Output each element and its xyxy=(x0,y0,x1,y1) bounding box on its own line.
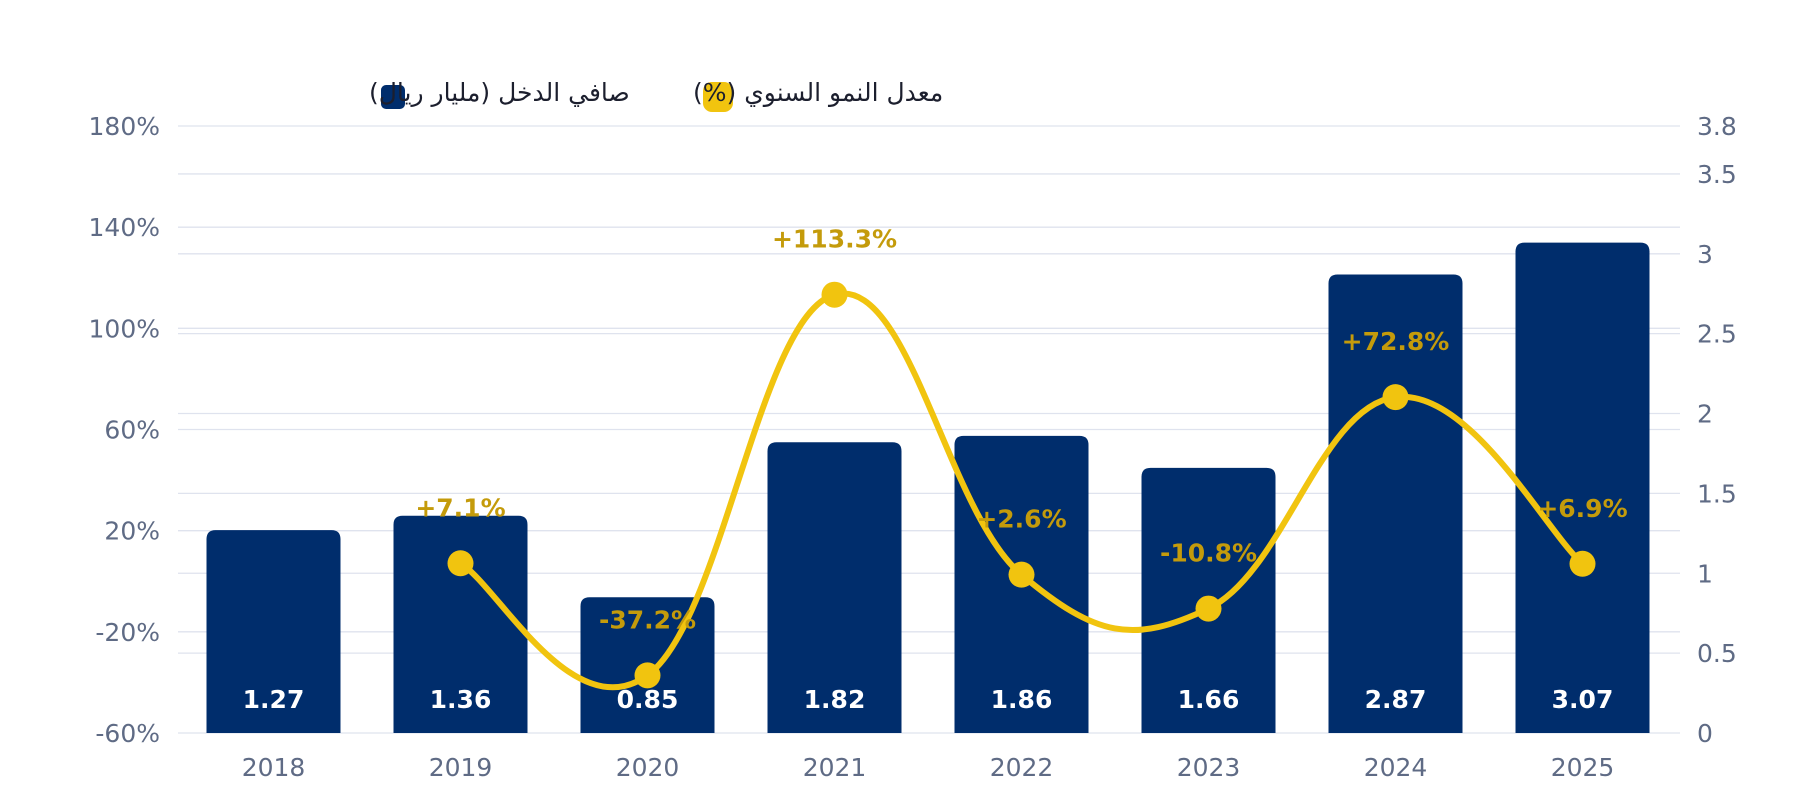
left-tick-label: 100% xyxy=(89,314,160,343)
growth-point xyxy=(447,550,474,577)
right-tick-label: 3 xyxy=(1697,240,1713,269)
growth-value-label: +72.8% xyxy=(1342,327,1450,356)
bar xyxy=(1515,242,1650,733)
x-axis: 2018 2019 2020 2021 2022 2023 2024 2025 xyxy=(242,753,1615,782)
right-tick-label: 1.5 xyxy=(1697,479,1737,508)
bar xyxy=(393,515,528,733)
growth-point xyxy=(634,662,661,689)
left-axis: -60% -20% 20% 60% 100% 140% 180% xyxy=(89,112,160,748)
bar-labels: 1.27 1.36 0.85 1.82 1.86 1.66 2.87 3.07 xyxy=(243,685,1614,714)
x-tick-label: 2025 xyxy=(1551,753,1615,782)
growth-point xyxy=(1382,384,1409,411)
right-tick-label: 0 xyxy=(1697,719,1713,748)
x-tick-label: 2024 xyxy=(1364,753,1428,782)
right-axis: 0 0.5 1 1.5 2 2.5 3 3.5 3.8 xyxy=(1697,112,1737,748)
right-tick-label: 1 xyxy=(1697,559,1713,588)
bar-value-label: 0.85 xyxy=(617,685,679,714)
bar-value-label: 1.82 xyxy=(804,685,866,714)
right-tick-label: 2.5 xyxy=(1697,320,1737,349)
legend-line-label: معدل النمو السنوي (%) xyxy=(693,78,943,107)
legend-bar-swatch xyxy=(381,85,405,109)
bar-value-label: 1.86 xyxy=(991,685,1053,714)
growth-value-label: +113.3% xyxy=(772,225,897,254)
bar-value-label: 1.27 xyxy=(243,685,305,714)
right-tick-label: 3.8 xyxy=(1697,112,1737,141)
growth-point xyxy=(1008,561,1035,588)
growth-point xyxy=(1195,595,1222,622)
left-tick-label: -20% xyxy=(95,618,160,647)
left-tick-label: 20% xyxy=(104,517,160,546)
growth-value-label: +2.6% xyxy=(976,505,1066,534)
growth-value-label: -37.2% xyxy=(599,605,696,634)
x-tick-label: 2018 xyxy=(242,753,306,782)
growth-point xyxy=(1569,550,1596,577)
x-tick-label: 2020 xyxy=(616,753,680,782)
growth-line-layer xyxy=(447,281,1596,691)
bar-value-label: 3.07 xyxy=(1552,685,1614,714)
x-tick-label: 2019 xyxy=(429,753,493,782)
bar xyxy=(1328,274,1463,733)
growth-value-label: -10.8% xyxy=(1160,539,1257,568)
growth-point xyxy=(821,281,848,308)
bar xyxy=(206,530,341,733)
growth-labels: +7.1% -37.2% +113.3% +2.6% -10.8% +72.8% +6.9% xyxy=(415,225,1627,635)
legend: معدل النمو السنوي (%) صافي الدخل (مليار … xyxy=(369,78,943,112)
bar-value-label: 2.87 xyxy=(1365,685,1427,714)
growth-value-label: +6.9% xyxy=(1537,494,1627,523)
legend-bar-label: صافي الدخل (مليار ريال) xyxy=(369,78,630,107)
x-tick-label: 2021 xyxy=(803,753,867,782)
bar-value-label: 1.66 xyxy=(1178,685,1240,714)
right-tick-label: 2 xyxy=(1697,400,1713,429)
left-tick-label: 60% xyxy=(104,416,160,445)
legend-line-swatch xyxy=(703,82,733,112)
bar-value-label: 1.36 xyxy=(430,685,492,714)
left-tick-label: -60% xyxy=(95,719,160,748)
x-tick-label: 2022 xyxy=(990,753,1054,782)
left-tick-label: 140% xyxy=(89,213,160,242)
bars xyxy=(206,242,1650,733)
left-tick-label: 180% xyxy=(89,112,160,141)
x-tick-label: 2023 xyxy=(1177,753,1241,782)
growth-value-label: +7.1% xyxy=(415,493,505,522)
right-tick-label: 0.5 xyxy=(1697,639,1737,668)
right-tick-label: 3.5 xyxy=(1697,160,1737,189)
bar xyxy=(767,442,902,733)
